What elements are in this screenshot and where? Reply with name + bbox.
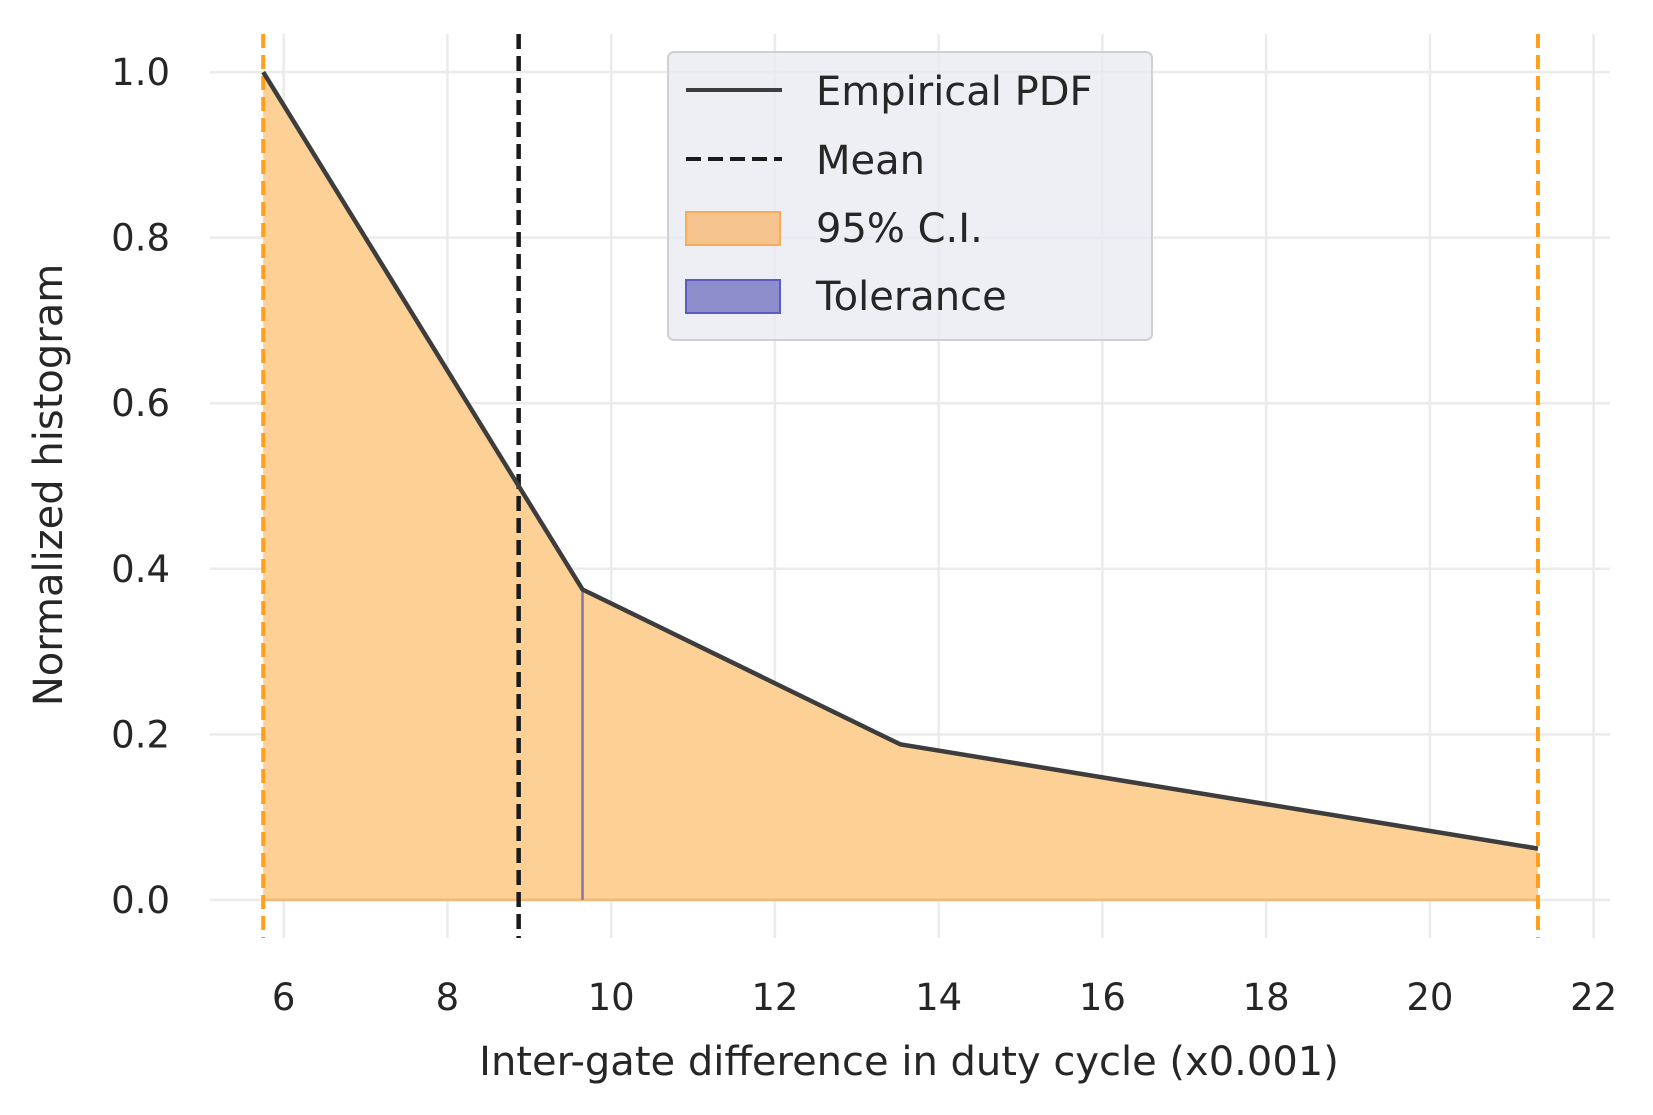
legend-swatch-ci [685,211,781,246]
y-tick-label: 0.4 [111,548,170,591]
legend-label-tolerance: Tolerance [815,274,1007,320]
y-tick-label: 0.0 [111,879,170,922]
x-tick-label: 20 [1406,976,1453,1019]
y-axis-label: Normalized histogram [26,264,72,706]
legend-swatch-tolerance [685,279,781,314]
series-lines [261,34,1540,938]
tick-labels: 6 8 10 12 14 16 18 20 22 0.0 0.2 0.4 0.6 0.8 1.0 [111,51,1617,1019]
x-axis-label: Inter-gate difference in duty cycle (x0.… [479,1039,1339,1085]
x-tick-label: 10 [588,976,635,1019]
legend-box [667,51,1153,341]
y-tick-label: 0.2 [111,713,170,756]
x-tick-label: 8 [436,976,460,1019]
empirical-pdf-line [261,70,1539,851]
x-tick-label: 14 [915,976,962,1019]
y-tick-label: 0.6 [111,382,170,425]
x-tick-label: 12 [751,976,798,1019]
legend-label-mean: Mean [816,138,925,184]
y-tick-label: 0.8 [111,217,170,260]
legend-label-ci: 95% C.I. [816,206,983,252]
x-tick-label: 18 [1243,976,1290,1019]
y-tick-label: 1.0 [111,51,170,94]
x-tick-label: 16 [1079,976,1126,1019]
legend-label-empirical-pdf: Empirical PDF [816,69,1093,115]
legend: Empirical PDF Mean 95% C.I. Tolerance [667,51,1153,341]
x-tick-label: 6 [272,976,296,1019]
x-tick-label: 22 [1570,976,1617,1019]
